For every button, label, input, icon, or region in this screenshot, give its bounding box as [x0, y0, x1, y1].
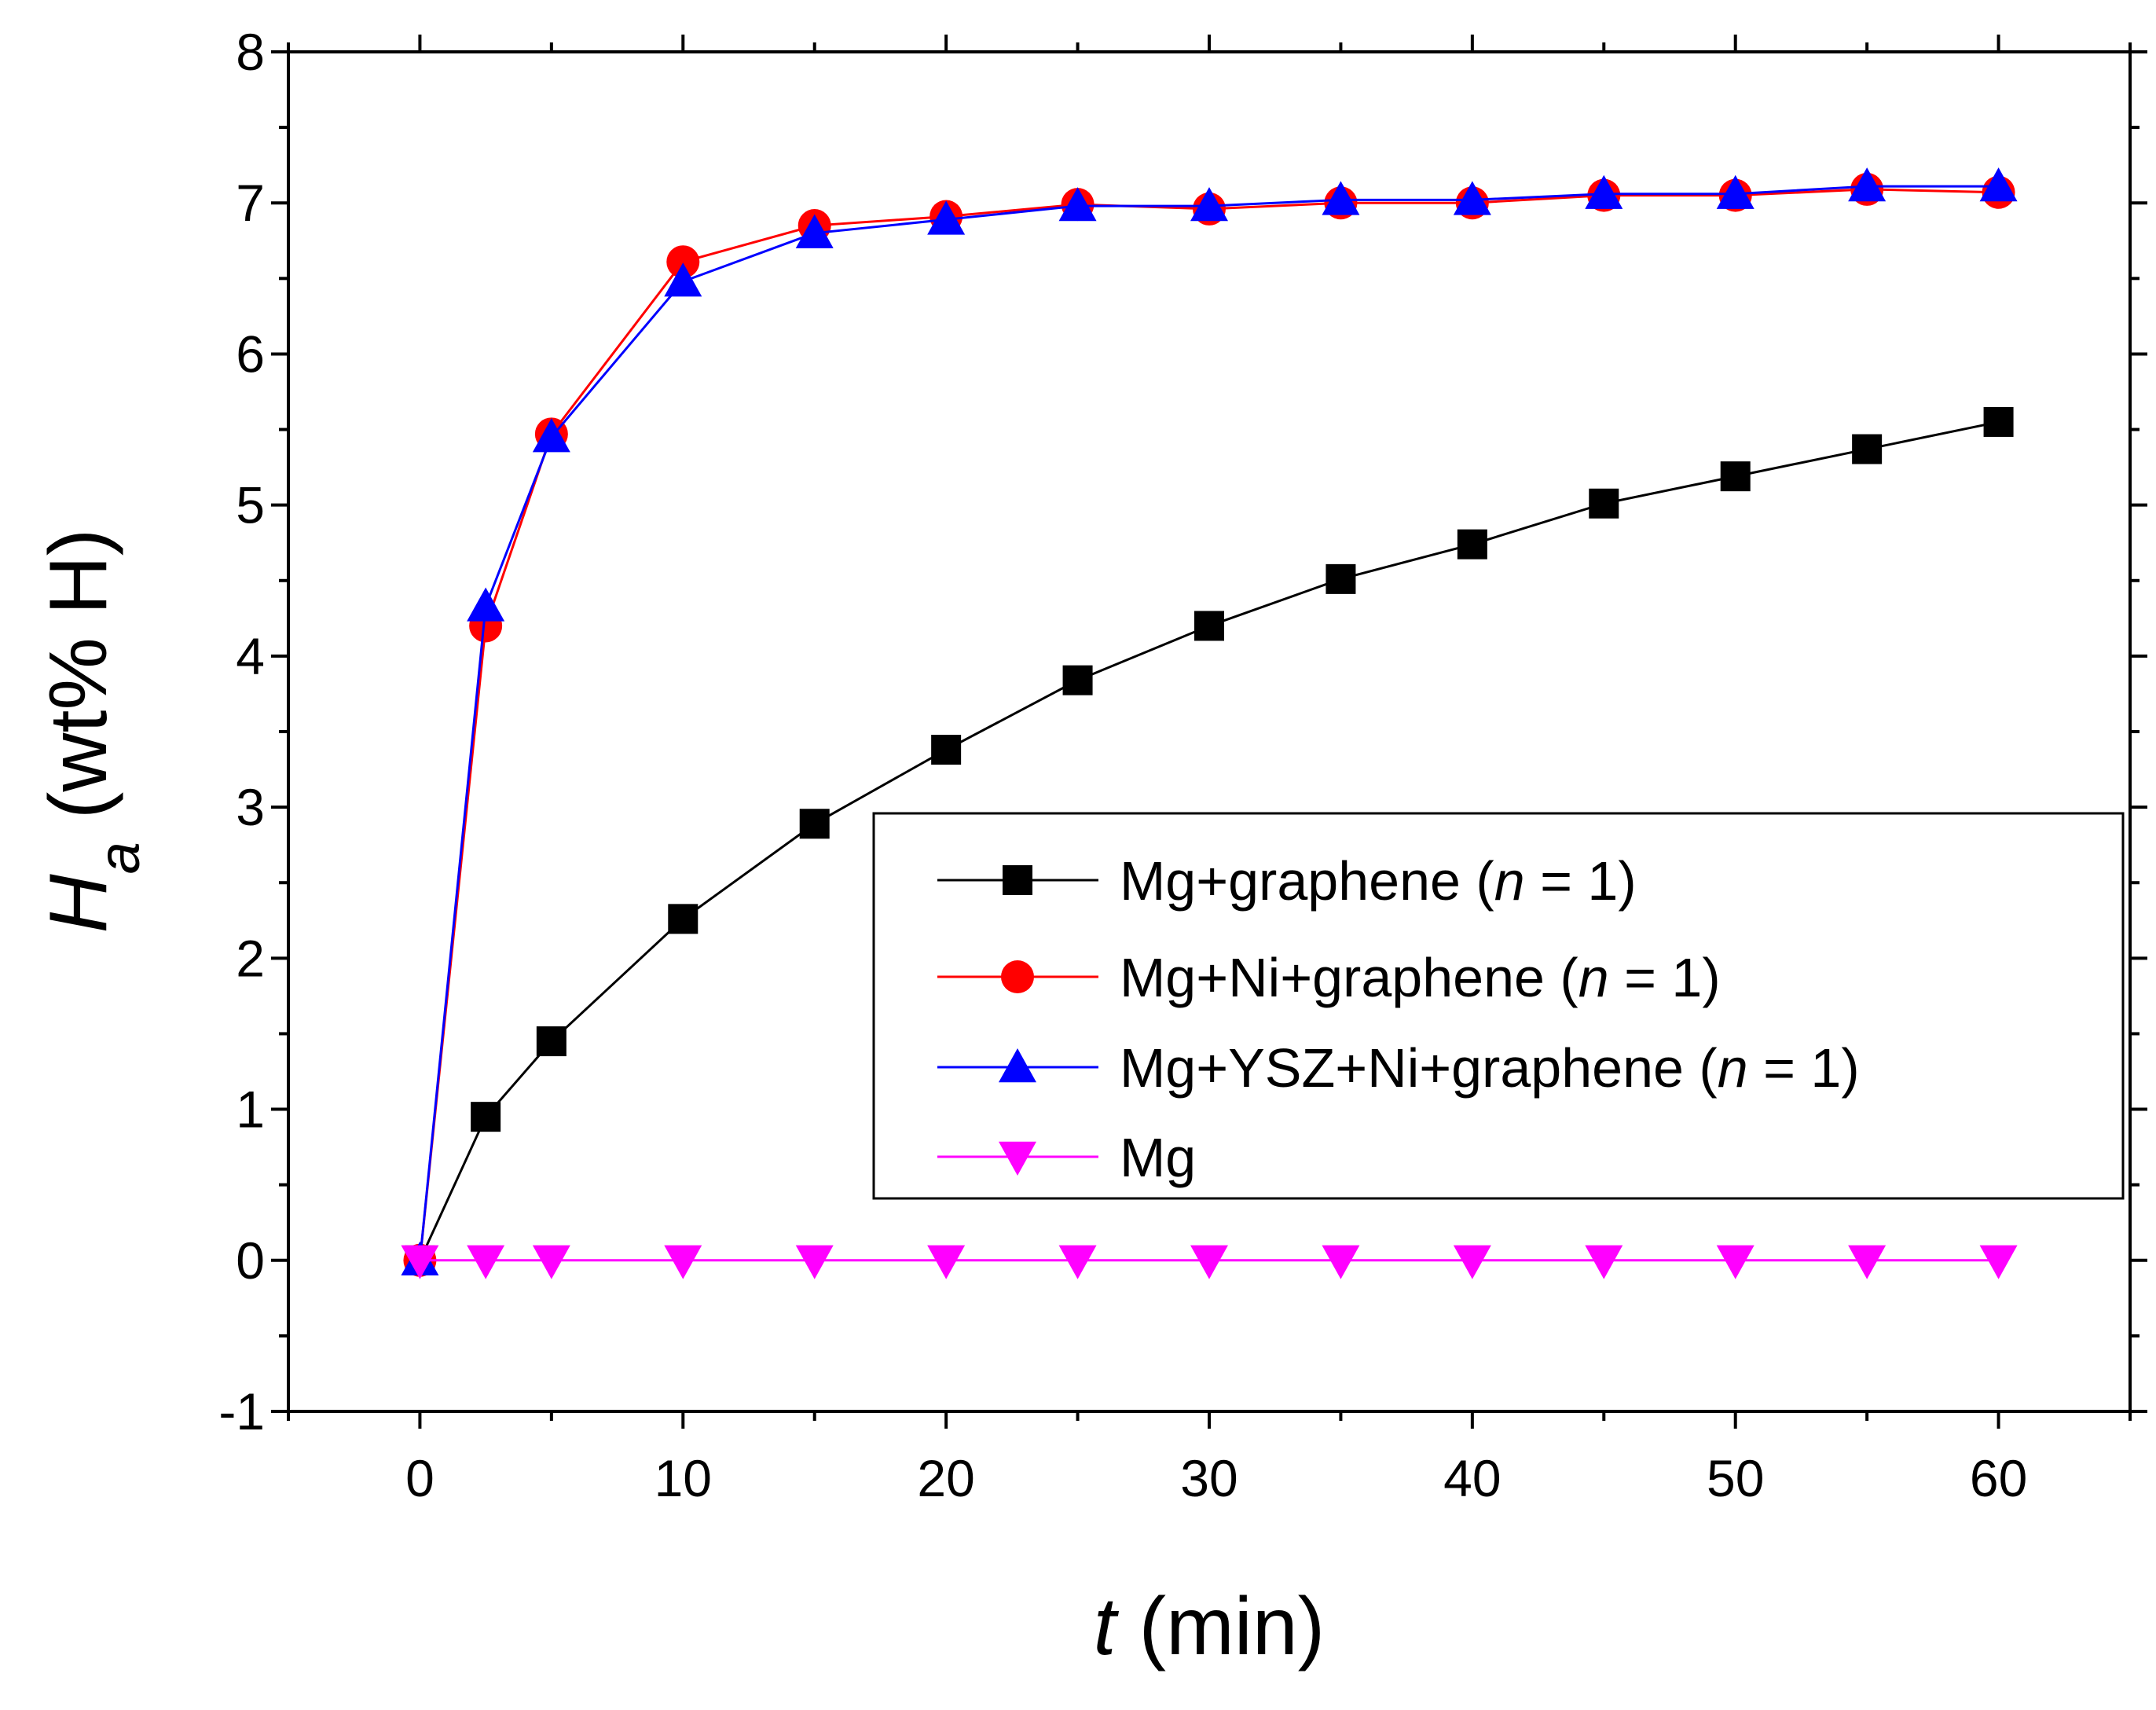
data-point	[1190, 1245, 1228, 1279]
data-point	[1194, 611, 1224, 641]
data-point	[668, 904, 698, 934]
y-tick-label: -1	[218, 1382, 265, 1440]
legend-label-prefix: Mg	[1120, 1127, 1196, 1188]
data-point	[1852, 434, 1883, 464]
data-point	[664, 262, 702, 297]
y-tick-label: 0	[236, 1231, 265, 1290]
legend-label-suffix: = 1)	[1525, 850, 1637, 912]
data-point	[795, 214, 834, 248]
y-axis-title: Ha (wt% H)	[33, 529, 152, 934]
data-point	[1453, 181, 1491, 215]
legend-marker	[1001, 960, 1034, 993]
data-point	[666, 245, 700, 279]
axis-titles: t (min) Ha (wt% H)	[33, 529, 1325, 1672]
y-axis-title-var: H	[33, 873, 124, 933]
legend-label: Mg+Ni+graphene (n = 1)	[1120, 947, 1721, 1008]
legend-marker	[999, 1048, 1036, 1083]
series-line	[419, 420, 1999, 1261]
series-1	[405, 406, 2014, 1275]
data-point	[1979, 167, 2018, 202]
data-point	[1589, 488, 1619, 519]
x-tick-label: 50	[1707, 1449, 1764, 1507]
legend-marker	[1003, 865, 1032, 895]
data-point	[536, 1026, 566, 1057]
data-point	[1720, 461, 1751, 492]
data-point	[927, 1245, 966, 1279]
legend-label: Mg+graphene (n = 1)	[1120, 850, 1637, 912]
legend-item: Mg	[937, 1127, 1196, 1188]
data-point	[1585, 1245, 1623, 1279]
legend-box	[872, 812, 2125, 1200]
data-point	[467, 1245, 505, 1279]
data-point	[927, 200, 966, 235]
y-axis-title-rest: (wt% H)	[33, 529, 124, 842]
x-axis-title-rest: (min)	[1116, 1581, 1326, 1672]
x-tick-label: 40	[1443, 1449, 1501, 1507]
y-tick-label: 1	[236, 1081, 265, 1139]
data-point	[664, 1245, 702, 1279]
data-point	[799, 809, 830, 839]
series-4	[401, 1245, 2018, 1279]
legend-label-prefix: Mg+graphene (	[1120, 850, 1494, 912]
data-point	[1453, 1245, 1491, 1279]
y-axis-title-sub: a	[86, 842, 152, 874]
x-tick-label: 60	[1970, 1449, 2027, 1507]
legend-label-suffix: = 1)	[1609, 947, 1721, 1008]
data-point	[1848, 167, 1886, 202]
data-point	[795, 1245, 834, 1279]
data-point	[1716, 174, 1754, 209]
legend-item: Mg+YSZ+Ni+graphene (n = 1)	[937, 1037, 1860, 1099]
series-3	[401, 167, 2018, 1275]
legend-label-prefix: Mg+YSZ+Ni+graphene (	[1120, 1037, 1718, 1099]
data-point	[1322, 181, 1360, 215]
legend-label-italic: n	[1718, 1037, 1748, 1099]
legend-label: Mg+YSZ+Ni+graphene (n = 1)	[1120, 1037, 1860, 1099]
legend-label-prefix: Mg+Ni+graphene (	[1120, 947, 1578, 1008]
data-point	[532, 418, 570, 453]
x-tick-label: 0	[405, 1449, 434, 1507]
data-point	[1190, 187, 1228, 222]
data-point	[1716, 1245, 1754, 1279]
data-point	[1326, 563, 1356, 594]
x-tick-label: 10	[654, 1449, 712, 1507]
y-tick-label: 8	[236, 23, 265, 81]
legend-label-italic: n	[1494, 850, 1525, 912]
data-point	[1585, 174, 1623, 209]
data-point	[1058, 187, 1097, 222]
data-point	[401, 1245, 439, 1279]
series-line	[418, 185, 1999, 1260]
data-point	[1058, 1245, 1097, 1279]
x-axis-title: t (min)	[1094, 1581, 1326, 1672]
legend-item: Mg+Ni+graphene (n = 1)	[937, 947, 1721, 1008]
y-tick-label: 5	[236, 476, 265, 534]
y-tick-label: 2	[236, 929, 265, 987]
legend-label-italic: n	[1578, 947, 1609, 1008]
data-point	[1979, 1245, 2018, 1279]
data-point	[1062, 665, 1093, 695]
x-axis-title-var: t	[1094, 1581, 1120, 1672]
data-point	[1457, 529, 1487, 560]
y-tick-label: 7	[236, 174, 265, 232]
y-tick-label: 4	[236, 627, 265, 685]
data-point	[467, 587, 505, 622]
legend: Mg+graphene (n = 1)Mg+Ni+graphene (n = 1…	[872, 812, 2125, 1200]
x-tick-label: 30	[1180, 1449, 1238, 1507]
axes-layer: 0 10 20 30 40 50 60 -1 0 1 2 3 4 5 6 7 8	[218, 23, 2147, 1507]
series-layer	[401, 167, 2018, 1279]
data-point	[931, 735, 962, 765]
data-point	[532, 1245, 570, 1279]
legend-label-suffix: = 1)	[1748, 1037, 1860, 1099]
y-tick-label: 3	[236, 778, 265, 836]
data-point	[1322, 1245, 1360, 1279]
y-tick-label: 6	[236, 325, 265, 383]
legend-item: Mg+graphene (n = 1)	[937, 850, 1637, 912]
legend-marker	[999, 1141, 1036, 1176]
data-point	[1983, 406, 2014, 437]
data-point	[471, 1102, 501, 1132]
legend-label: Mg	[1120, 1127, 1196, 1188]
x-tick-label: 20	[917, 1449, 974, 1507]
data-point	[1848, 1245, 1886, 1279]
